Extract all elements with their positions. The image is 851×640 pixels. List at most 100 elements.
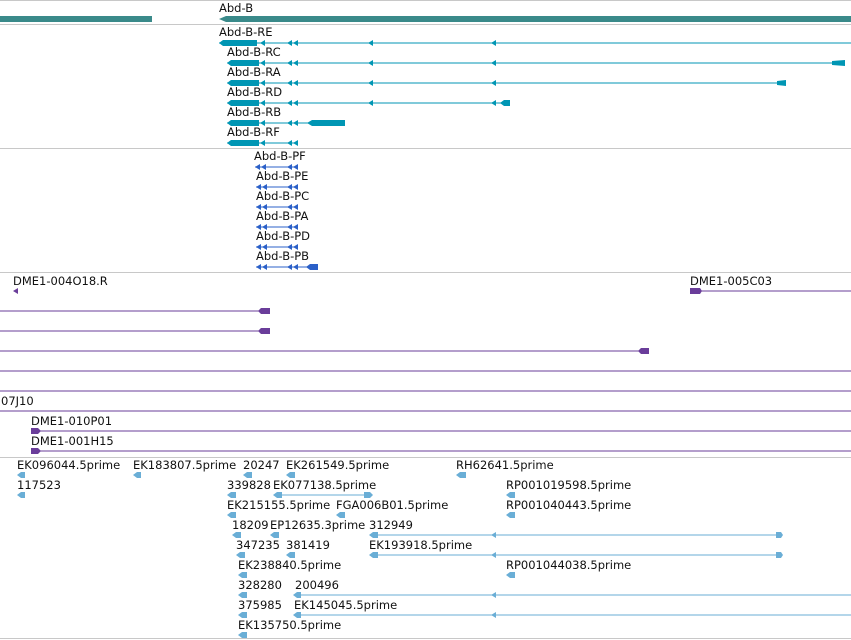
- protein-row[interactable]: Abd-B-PA: [256, 209, 308, 230]
- est-label: 375985: [238, 598, 282, 612]
- est-feature[interactable]: EK193918.5prime: [369, 538, 783, 558]
- transcript-exon: [227, 120, 259, 126]
- protein-row[interactable]: Abd-B-PE: [256, 169, 308, 190]
- est-label: 20247: [243, 458, 280, 472]
- protein-label: Abd-B-PC: [256, 189, 309, 203]
- est-label: EK183807.5prime: [133, 458, 236, 472]
- clone-feature[interactable]: DME1-004O18.R: [13, 274, 108, 294]
- protein-label: Abd-B-PD: [256, 229, 310, 243]
- transcript-exon: [832, 60, 845, 66]
- est-label: 200496: [295, 578, 339, 592]
- protein-row[interactable]: Abd-B-PD: [256, 229, 310, 250]
- clone-label: DME1-010P01: [31, 414, 112, 428]
- transcript-exon: [307, 120, 345, 126]
- est-label: EK193918.5prime: [369, 538, 472, 552]
- est-label: 347235: [236, 538, 280, 552]
- est-label: EK135750.5prime: [238, 618, 341, 632]
- est-feature[interactable]: EK096044.5prime: [17, 458, 120, 478]
- est-feature[interactable]: EK145045.5prime: [293, 598, 851, 618]
- transcript-label: Abd-B-RF: [227, 125, 280, 139]
- strand-arrows: [260, 80, 496, 86]
- est-feature[interactable]: RP001044038.5prime: [506, 558, 631, 578]
- protein-row[interactable]: Abd-B-PF: [254, 149, 306, 170]
- est-feature[interactable]: FGA006B01.5prime: [336, 498, 448, 518]
- est-feature[interactable]: EK261549.5prime: [286, 458, 389, 478]
- est-feature[interactable]: RP001040443.5prime: [506, 498, 631, 518]
- est-label: 381419: [286, 538, 330, 552]
- transcript-exon: [227, 100, 259, 106]
- transcript-exon: [219, 40, 257, 46]
- est-label: EK145045.5prime: [294, 598, 397, 612]
- proteins-track: Abd-B-PF Abd-B-PE Abd-B-PC Abd-B-PA Abd-…: [254, 149, 318, 270]
- est-feature[interactable]: 117523: [17, 478, 61, 498]
- clone-feature[interactable]: DME1-001H15: [31, 434, 851, 454]
- protein-row[interactable]: Abd-B-PC: [256, 189, 309, 210]
- est-label: 18209: [232, 518, 269, 532]
- transcript-label: Abd-B-RD: [227, 85, 282, 99]
- est-label: RP001040443.5prime: [506, 498, 631, 512]
- est-label: RH62641.5prime: [456, 458, 554, 472]
- clone-feature[interactable]: DME1-010P01: [31, 414, 851, 434]
- est-label: 312949: [369, 518, 413, 532]
- est-feature[interactable]: 20247: [243, 458, 280, 478]
- transcript-row[interactable]: Abd-B-RF: [227, 125, 298, 146]
- transcript-row[interactable]: Abd-B-RB: [227, 105, 345, 126]
- strand-arrows: [260, 100, 496, 106]
- transcript-exon: [777, 80, 786, 86]
- est-feature[interactable]: RH62641.5prime: [456, 458, 554, 478]
- est-label: EP12635.3prime: [270, 518, 365, 532]
- est-label: 328280: [238, 578, 282, 592]
- gene-bar-abd-b[interactable]: [219, 16, 851, 22]
- strand-arrows: [260, 60, 496, 66]
- transcript-row[interactable]: Abd-B-RE: [219, 25, 851, 46]
- est-label: FGA006B01.5prime: [336, 498, 448, 512]
- transcript-row[interactable]: Abd-B-RC: [227, 45, 845, 66]
- clone-feature[interactable]: DME1-005C03: [690, 274, 851, 294]
- est-label: EK238840.5prime: [238, 558, 341, 572]
- est-feature[interactable]: EK238840.5prime: [238, 558, 341, 578]
- clone-feature[interactable]: [0, 348, 649, 354]
- protein-label: Abd-B-PF: [254, 149, 306, 163]
- est-feature[interactable]: RP001019598.5prime: [506, 478, 631, 498]
- clone-feature[interactable]: [0, 308, 270, 314]
- gene-bar-left[interactable]: [0, 16, 152, 22]
- est-label: EK077138.5prime: [273, 478, 376, 492]
- transcript-label: Abd-B-RB: [227, 105, 281, 119]
- est-label: EK215155.5prime: [227, 498, 330, 512]
- est-feature[interactable]: 375985: [238, 598, 282, 618]
- transcript-label: Abd-B-RE: [219, 25, 273, 39]
- est-label: 117523: [17, 478, 61, 492]
- est-feature[interactable]: 347235: [236, 538, 280, 558]
- est-feature[interactable]: EK077138.5prime: [273, 478, 376, 498]
- transcript-row[interactable]: Abd-B-RA: [227, 65, 786, 86]
- est-feature[interactable]: 200496: [293, 578, 851, 598]
- transcript-exon: [227, 80, 259, 86]
- clone-label: DME1-004O18.R: [13, 274, 108, 288]
- clone-feature[interactable]: 07J10: [0, 394, 851, 412]
- protein-row[interactable]: Abd-B-PB: [256, 249, 318, 270]
- protein-label: Abd-B-PB: [256, 249, 309, 263]
- est-feature[interactable]: EK183807.5prime: [133, 458, 236, 478]
- est-feature[interactable]: EK135750.5prime: [238, 618, 341, 638]
- est-feature[interactable]: 18209: [232, 518, 269, 538]
- est-feature[interactable]: 381419: [286, 538, 330, 558]
- est-feature[interactable]: 312949: [369, 518, 783, 538]
- strand-arrows: [260, 120, 298, 126]
- est-feature[interactable]: 339828: [227, 478, 271, 498]
- clone-label: DME1-001H15: [31, 434, 114, 448]
- gene-label: Abd-B: [219, 1, 253, 15]
- gene-track[interactable]: Abd-B: [0, 1, 851, 22]
- transcript-exon: [500, 100, 510, 106]
- clones-track: DME1-004O18.R DME1-005C03 07J10: [0, 274, 851, 454]
- est-label: 339828: [227, 478, 271, 492]
- est-label: EK096044.5prime: [17, 458, 120, 472]
- clone-feature[interactable]: [0, 328, 270, 334]
- est-feature[interactable]: EK215155.5prime: [227, 498, 330, 518]
- transcript-row[interactable]: Abd-B-RD: [227, 85, 510, 106]
- transcript-exon: [227, 60, 259, 66]
- est-feature[interactable]: 328280: [238, 578, 282, 598]
- transcript-label: Abd-B-RA: [227, 65, 281, 79]
- est-feature[interactable]: EP12635.3prime: [270, 518, 365, 538]
